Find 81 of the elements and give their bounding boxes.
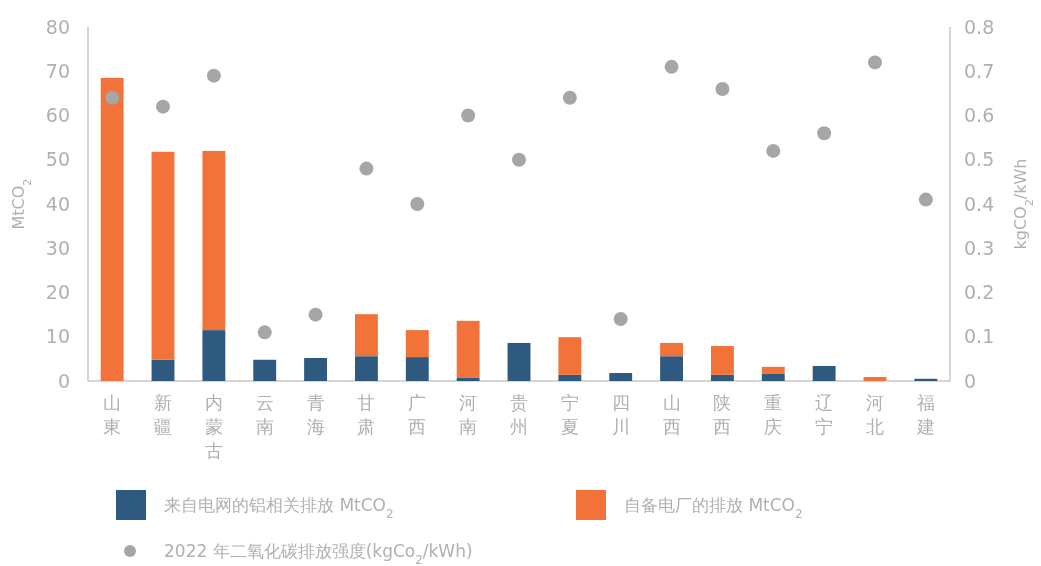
x-tick-label: 山西 (662, 392, 681, 437)
x-tick-label: 福建 (915, 392, 935, 437)
point (817, 126, 832, 141)
bar (354, 356, 378, 381)
bar (914, 378, 938, 381)
point (562, 90, 577, 105)
bar (304, 357, 328, 381)
y2-tick-label: 0.7 (964, 59, 995, 82)
point (410, 197, 425, 211)
y-tick-label: 40 (45, 192, 70, 215)
bar (354, 314, 378, 357)
bar (151, 151, 175, 360)
y-tick-label: 80 (45, 15, 70, 38)
bar (456, 377, 480, 381)
point (664, 59, 679, 74)
bar (660, 356, 684, 381)
point (715, 81, 730, 96)
text: 0 (964, 369, 977, 392)
bar (558, 374, 582, 381)
x-tick-label: 新疆 (154, 392, 173, 437)
x-tick-label: 河南 (459, 392, 478, 437)
x-tick-label: 广西 (408, 392, 427, 437)
x-tick-label: 四川 (611, 392, 630, 437)
bar (456, 320, 480, 378)
bar (202, 330, 226, 381)
y-tick-label: 70 (45, 59, 70, 82)
bar (660, 342, 684, 357)
point (867, 55, 882, 70)
legend-label: 自备电厂的排放 MtCO$_{2}$ (624, 494, 803, 521)
bar (761, 366, 785, 374)
y2-tick-label: 0.5 (964, 148, 995, 171)
x-tick-label: 宁夏 (560, 392, 579, 437)
point (766, 143, 781, 158)
y2-tick-label: 0.8 (964, 15, 995, 38)
bar (609, 373, 633, 381)
point (105, 90, 120, 105)
x-tick-label: 河北 (865, 392, 884, 437)
x-tick-label: 青海 (306, 392, 325, 437)
y-tick-label: 10 (45, 325, 70, 348)
legend-label: 来自电网的铝相关排放 MtCO$_{2}$ (164, 494, 394, 521)
bar (710, 346, 734, 375)
x-tick-label: 重庆 (764, 392, 783, 437)
bar (812, 365, 836, 381)
bar (253, 359, 277, 381)
x-tick-label: 云南 (255, 392, 274, 437)
y2-tick-label: 0.2 (964, 281, 995, 304)
bar (202, 150, 226, 331)
y-tick-label: 0 (57, 369, 70, 392)
x-tick-label: 辽宁 (815, 392, 834, 437)
bar (507, 342, 531, 381)
point (461, 108, 476, 123)
bar (761, 373, 785, 381)
y2-tick-label: 0.6 (964, 104, 995, 127)
y-tick-label: 50 (45, 148, 70, 171)
bar (100, 77, 124, 381)
x-tick-label: 内蒙古 (204, 392, 223, 461)
bar (405, 357, 429, 381)
y-tick-label: 60 (45, 104, 70, 127)
x-tick-label: 贵州 (510, 392, 528, 437)
point (512, 152, 526, 167)
point (206, 68, 221, 83)
bar (151, 359, 175, 381)
y2-tick-label: 0.1 (964, 325, 995, 348)
point (918, 192, 933, 207)
point (613, 312, 628, 327)
y-tick-label: 20 (45, 281, 70, 304)
bar (863, 377, 887, 381)
bar (710, 374, 734, 381)
point (257, 325, 272, 340)
point (156, 99, 171, 114)
legend-label: 2022 年二氧化碳排放强度(kgCo$_{2}$/kWh) (164, 540, 473, 566)
bar (558, 337, 582, 375)
bar (405, 330, 429, 358)
x-tick-label: 山東 (103, 392, 122, 437)
point (308, 307, 323, 322)
x-tick-label: 甘肃 (357, 392, 376, 437)
point (359, 161, 374, 176)
y2-tick-label: 0.3 (964, 236, 995, 259)
y2-tick-label: 0.4 (964, 192, 995, 215)
y-tick-label: 30 (45, 236, 70, 259)
x-tick-label: 陕西 (713, 392, 732, 437)
